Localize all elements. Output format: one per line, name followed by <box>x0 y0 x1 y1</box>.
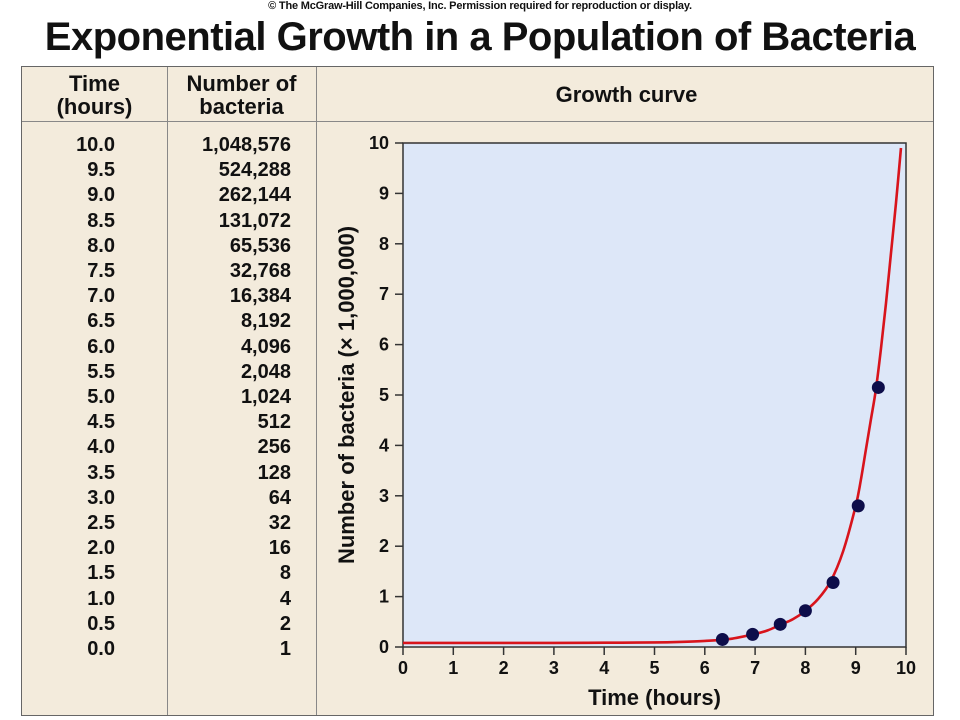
data-point <box>871 380 885 394</box>
time-cell: 5.5 <box>87 360 115 383</box>
time-cell: 3.5 <box>87 461 115 484</box>
plot-area <box>402 142 907 648</box>
time-header-line-2: (hours) <box>56 93 133 119</box>
count-cell: 524,288 <box>218 159 291 182</box>
y-tick-label: 2 <box>379 536 389 556</box>
time-cell: 0.5 <box>87 612 115 635</box>
column-divider-2 <box>316 67 317 715</box>
x-tick-label: 6 <box>700 658 710 678</box>
x-tick-label: 3 <box>549 658 559 678</box>
time-cell: 9.0 <box>87 184 115 207</box>
count-cell: 16,384 <box>229 285 291 308</box>
y-axis-label: Number of bacteria (× 1,000,000) <box>334 226 359 564</box>
time-cell: 6.0 <box>87 335 115 358</box>
y-tick-label: 5 <box>379 385 389 405</box>
time-cell: 8.0 <box>87 234 115 257</box>
time-cell: 8.5 <box>87 209 115 232</box>
count-cell: 65,536 <box>229 234 291 257</box>
y-tick-label: 7 <box>379 284 389 304</box>
x-axis-label: Time (hours) <box>588 685 721 710</box>
time-cell: 3.0 <box>87 486 115 509</box>
time-cell: 1.0 <box>87 587 115 610</box>
count-cell: 32 <box>268 512 291 534</box>
data-point <box>746 627 760 641</box>
time-cell: 5.0 <box>87 386 115 408</box>
x-tick-label: 2 <box>499 658 509 678</box>
count-cell: 131,072 <box>218 209 291 232</box>
time-cell: 4.0 <box>87 436 115 459</box>
count-cell: 262,144 <box>218 184 291 207</box>
chart-column-header: Growth curve <box>318 67 935 122</box>
y-tick-label: 4 <box>379 435 389 455</box>
count-cell: 4 <box>279 587 291 610</box>
header-band <box>22 67 933 122</box>
time-cell: 6.5 <box>87 310 115 333</box>
x-tick-label: 8 <box>800 658 810 678</box>
x-tick-label: 4 <box>599 658 609 678</box>
count-cell: 1,048,576 <box>202 134 291 156</box>
count-cell: 128 <box>257 461 291 484</box>
time-cell: 10.0 <box>76 134 115 156</box>
time-cell: 7.5 <box>87 260 115 282</box>
count-cell: 2 <box>279 612 291 635</box>
x-tick-label: 9 <box>851 658 861 678</box>
data-point <box>851 499 865 513</box>
count-cell: 256 <box>257 436 291 459</box>
time-column-header: Time (hours) <box>22 67 167 122</box>
x-tick-label: 5 <box>649 658 659 678</box>
count-cell: 512 <box>257 411 291 434</box>
chart-header: Growth curve <box>555 82 698 107</box>
count-column-header: Number of bacteria <box>167 67 316 122</box>
time-cell: 2.5 <box>87 512 115 534</box>
count-cell: 16 <box>268 537 291 560</box>
time-cell: 9.5 <box>87 159 115 182</box>
data-point <box>773 617 787 631</box>
count-cell: 4,096 <box>240 335 291 358</box>
data-point <box>715 632 729 646</box>
count-header-line-1: Number of <box>186 70 297 96</box>
y-tick-label: 10 <box>369 133 389 153</box>
count-cell: 1,024 <box>240 386 291 408</box>
page-title: Exponential Growth in a Population of Ba… <box>44 15 916 59</box>
x-tick-label: 1 <box>448 658 458 678</box>
data-point <box>798 604 812 618</box>
count-cell: 64 <box>268 486 291 509</box>
time-cell: 4.5 <box>87 411 115 434</box>
y-tick-label: 6 <box>379 335 389 355</box>
x-tick-label: 7 <box>750 658 760 678</box>
y-tick-label: 8 <box>379 234 389 254</box>
y-tick-label: 1 <box>379 587 389 607</box>
count-cell: 1 <box>279 638 291 660</box>
count-header-line-2: bacteria <box>199 93 284 119</box>
data-point <box>826 575 840 589</box>
y-tick-label: 9 <box>379 183 389 203</box>
count-cell: 2,048 <box>240 360 291 383</box>
time-cell: 1.5 <box>87 562 115 585</box>
y-tick-label: 0 <box>379 637 389 657</box>
count-cell: 8,192 <box>240 310 291 333</box>
time-header-line-1: Time <box>69 70 120 96</box>
copyright-notice: © The McGraw-Hill Companies, Inc. Permis… <box>268 0 692 12</box>
time-cell: 2.0 <box>87 537 115 560</box>
count-cell: 8 <box>279 562 291 585</box>
count-cell: 32,768 <box>229 260 291 282</box>
time-cell: 0.0 <box>87 638 115 660</box>
y-tick-label: 3 <box>379 486 389 506</box>
column-divider-1 <box>167 67 168 715</box>
x-tick-label: 0 <box>398 658 408 678</box>
time-cell: 7.0 <box>87 285 115 308</box>
x-tick-label: 10 <box>896 658 916 678</box>
